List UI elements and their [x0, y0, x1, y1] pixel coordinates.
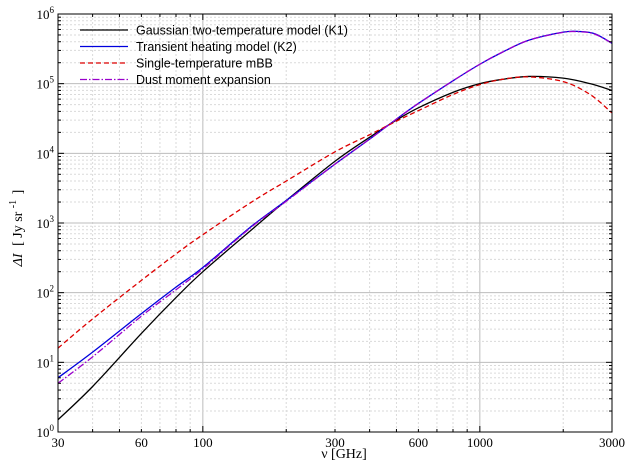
axis-ticks [57, 13, 613, 433]
series-single-temperature-mbb [57, 76, 613, 349]
series-layer [57, 30, 613, 421]
x-tick-label: 1000 [467, 435, 493, 450]
series-gaussian-two-temperature-model-k1 [57, 75, 613, 421]
y-tick-label: 105 [37, 75, 55, 92]
y-tick-base: 10 [37, 425, 50, 440]
y-tick-label: 103 [37, 214, 55, 231]
y-tick-base: 10 [37, 146, 50, 161]
legend-label: Transient heating model (K2) [136, 40, 297, 54]
x-tick-label: 100 [193, 435, 213, 450]
y-tick-base: 10 [37, 77, 50, 92]
y-tick-label: 104 [37, 144, 55, 161]
x-axis-label: ν [GHz] [321, 447, 367, 462]
y-tick-base: 10 [37, 286, 50, 301]
series-dust-moment-expansion [57, 30, 613, 384]
x-tick-label: 60 [135, 435, 148, 450]
tick-labels: 30 60 100 300 600 1000 30001001011021031041051… [37, 5, 626, 450]
y-tick-label: 100 [37, 423, 55, 440]
y-tick-exponent: 5 [50, 75, 55, 85]
legend-label: Gaussian two-temperature model (K1) [136, 24, 348, 38]
y-tick-exponent: 4 [50, 144, 55, 154]
y-axis-label-symbol: ΔI [11, 252, 26, 267]
legend-label: Single-temperature mBB [136, 57, 273, 71]
legend: Gaussian two-temperature model (K1) Trans… [80, 24, 348, 87]
y-axis-label-unit: [ Jy sr [11, 211, 26, 246]
y-axis-label-bracket: ] [11, 190, 26, 195]
x-tick-label: 300 [325, 435, 345, 450]
grid [57, 13, 613, 433]
y-tick-base: 10 [37, 355, 50, 370]
y-tick-base: 10 [37, 7, 50, 22]
y-tick-label: 106 [37, 5, 55, 22]
y-axis-label-exponent: -1 [8, 200, 19, 208]
y-tick-exponent: 6 [50, 5, 55, 15]
y-tick-base: 10 [37, 216, 50, 231]
x-tick-label: 30 [52, 435, 65, 450]
y-tick-exponent: 1 [50, 353, 55, 363]
legend-label: Dust moment expansion [136, 73, 271, 87]
svg-text:ΔI [ Jy sr -1: ΔI [ Jy sr -1 ] [5, 190, 26, 268]
y-tick-exponent: 3 [50, 214, 55, 224]
x-tick-label: 600 [409, 435, 429, 450]
y-tick-exponent: 2 [50, 284, 55, 294]
x-tick-label: 3000 [599, 435, 625, 450]
y-tick-label: 102 [37, 284, 55, 301]
y-axis-label: ΔI [ Jy sr -1 ] [5, 190, 26, 268]
y-tick-exponent: 0 [50, 423, 55, 433]
y-tick-label: 101 [37, 353, 55, 370]
